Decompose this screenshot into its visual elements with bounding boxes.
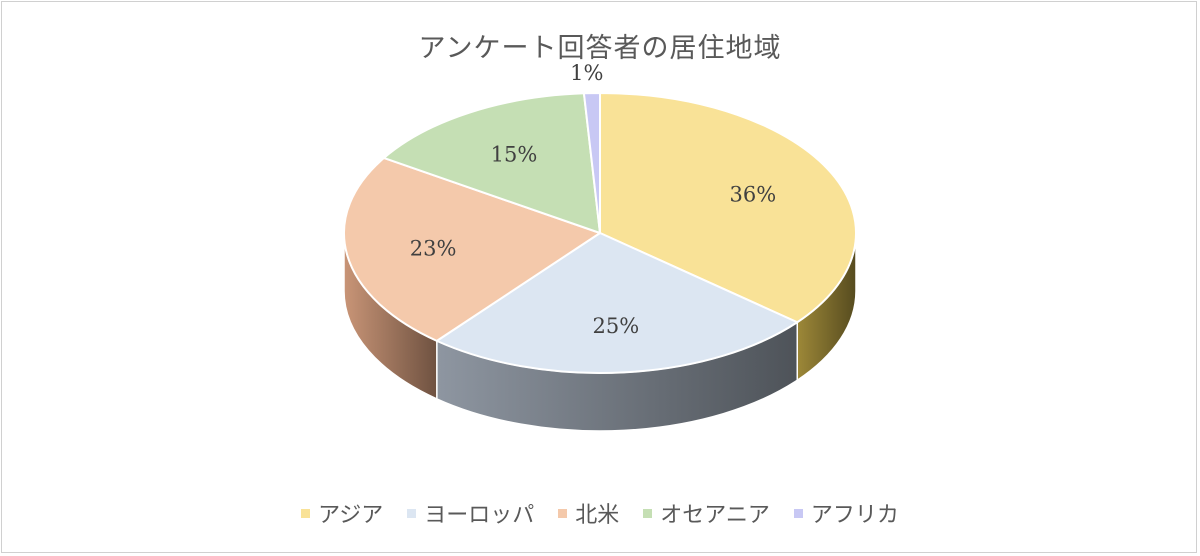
data-label-africa: 1% xyxy=(570,61,603,85)
slice-asia xyxy=(599,92,857,324)
legend-item-africa: アフリカ xyxy=(793,497,899,529)
legend-item-oceania: オセアニア xyxy=(643,497,770,529)
legend-item-north-america: 北米 xyxy=(558,497,619,529)
data-label-north-america: 23% xyxy=(410,237,457,261)
slice-europe xyxy=(435,232,799,374)
legend-item-europe: ヨーロッパ xyxy=(407,497,534,529)
slice-oceania xyxy=(382,92,601,234)
legend-swatch xyxy=(407,508,417,518)
legend-label: 北米 xyxy=(575,503,620,528)
legend-swatch xyxy=(301,508,311,518)
slice-north-america xyxy=(343,156,601,342)
legend-label: オセアニア xyxy=(660,503,770,528)
data-label-asia: 36% xyxy=(730,183,777,207)
legend-swatch xyxy=(643,508,653,518)
legend-label: アフリカ xyxy=(810,503,899,528)
legend-item-asia: アジア xyxy=(301,497,383,529)
data-label-oceania: 15% xyxy=(491,143,538,167)
legend-label: ヨーロッパ xyxy=(424,503,535,528)
legend-label: アジア xyxy=(318,503,384,528)
data-label-europe: 25% xyxy=(593,314,640,338)
chart-title: アンケート回答者の居住地域 xyxy=(418,33,782,64)
legend-swatch xyxy=(793,508,803,518)
slice-africa xyxy=(582,92,601,234)
legend-swatch xyxy=(558,508,568,518)
legend: アジア ヨーロッパ 北米 オセアニア アフリカ xyxy=(0,497,1200,529)
